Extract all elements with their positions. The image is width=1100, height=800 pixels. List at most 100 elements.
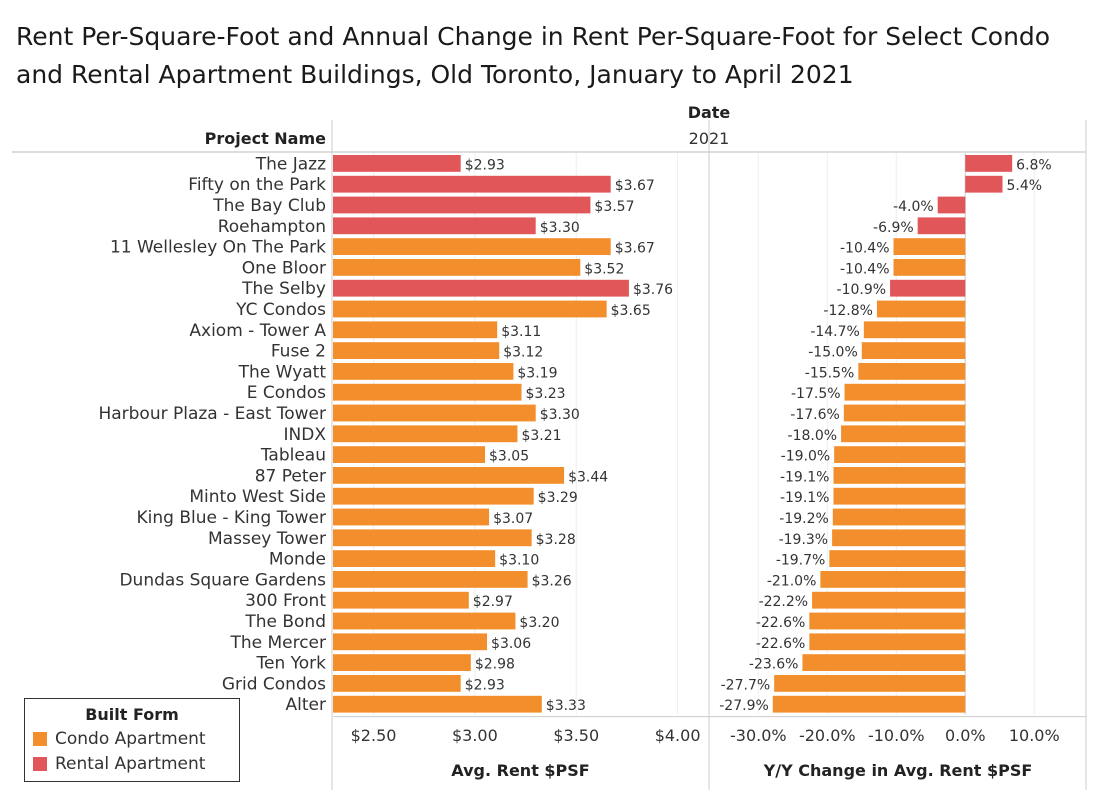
bar — [834, 446, 966, 463]
bar — [833, 487, 966, 505]
row-label: King Blue - King Tower — [137, 508, 327, 528]
data-label: $3.65 — [611, 303, 651, 319]
data-label: $3.29 — [538, 490, 578, 506]
data-label: -19.7% — [776, 553, 826, 569]
data-label: $3.05 — [489, 449, 529, 465]
row-label: The Mercer — [229, 633, 326, 653]
bar — [809, 633, 966, 651]
data-label: -15.0% — [808, 345, 858, 361]
bar — [844, 383, 966, 401]
data-label: -14.7% — [810, 324, 860, 340]
row-label: 300 Front — [245, 591, 326, 611]
row-label: Massey Tower — [208, 529, 326, 549]
bar — [333, 508, 490, 526]
bar — [832, 529, 966, 547]
row-label: The Jazz — [255, 154, 326, 174]
bar — [333, 446, 486, 463]
bar — [965, 175, 1003, 193]
bar — [333, 675, 461, 692]
bar — [802, 654, 966, 671]
bar — [812, 591, 966, 609]
data-label: $3.10 — [499, 553, 539, 569]
bar — [893, 259, 966, 276]
data-label: -19.1% — [780, 490, 830, 506]
bar — [841, 425, 966, 443]
axis-title: Avg. Rent $PSF — [451, 761, 589, 780]
data-label: -4.0% — [893, 199, 934, 215]
data-label: $3.52 — [584, 261, 624, 277]
row-label: Roehampton — [218, 217, 326, 237]
legend-item-condo: Condo Apartment — [33, 729, 239, 749]
data-label: $2.93 — [465, 677, 505, 693]
bar — [333, 175, 611, 193]
data-label: $3.30 — [540, 220, 580, 236]
tick-label: $3.50 — [553, 726, 599, 745]
row-label: INDX — [284, 425, 327, 445]
legend-swatch-condo — [33, 732, 47, 746]
data-label: -19.3% — [779, 532, 829, 548]
bar — [333, 300, 607, 318]
tick-label: $2.50 — [351, 726, 397, 745]
data-label: $3.28 — [536, 532, 576, 548]
bar — [333, 654, 471, 671]
data-label: -21.0% — [767, 573, 817, 589]
bar — [774, 675, 966, 692]
data-label: -27.7% — [721, 677, 771, 693]
row-label: YC Condos — [235, 300, 326, 320]
bar — [861, 342, 966, 359]
data-label: -17.6% — [790, 407, 840, 423]
data-label: $2.93 — [465, 157, 505, 173]
row-label: Tableau — [260, 446, 326, 466]
legend-label-condo: Condo Apartment — [55, 729, 206, 749]
row-label: Grid Condos — [222, 674, 326, 694]
bar — [333, 404, 536, 422]
data-label: $2.98 — [475, 657, 515, 673]
tick-label: $3.00 — [452, 726, 498, 745]
bar — [333, 155, 461, 172]
data-label: -18.0% — [788, 428, 838, 444]
row-label: 87 Peter — [255, 466, 326, 486]
bar — [832, 508, 966, 526]
bar — [333, 591, 469, 609]
row-label: The Wyatt — [238, 362, 327, 382]
tick-label: -20.0% — [799, 726, 856, 745]
legend-title: Built Form — [85, 705, 179, 724]
data-label: $3.11 — [501, 324, 541, 340]
row-label: Fuse 2 — [271, 342, 326, 362]
row-label: Dundas Square Gardens — [119, 570, 326, 590]
data-label: $3.21 — [521, 428, 561, 444]
data-label: $3.26 — [532, 573, 572, 589]
bar — [890, 279, 966, 297]
data-label: $3.76 — [633, 282, 673, 298]
data-label: $3.07 — [493, 511, 533, 527]
chart-title: Rent Per-Square-Foot and Annual Change i… — [16, 22, 1051, 89]
data-label: $3.33 — [546, 698, 586, 714]
bar — [333, 612, 516, 630]
bar — [333, 383, 522, 401]
bar — [333, 279, 629, 297]
tick-label: 10.0% — [1009, 726, 1060, 745]
bar — [333, 425, 518, 443]
row-label: E Condos — [247, 383, 326, 403]
data-label: $3.30 — [540, 407, 580, 423]
data-label: -6.9% — [873, 220, 914, 236]
bar — [843, 404, 966, 422]
row-label: Fifty on the Park — [188, 175, 326, 195]
tick-label: -10.0% — [868, 726, 925, 745]
data-label: -19.0% — [781, 449, 831, 465]
legend-label-rental: Rental Apartment — [55, 754, 206, 774]
column-header: Date — [688, 103, 731, 122]
data-label: $3.44 — [568, 469, 608, 485]
row-label: Alter — [286, 695, 326, 715]
bar — [333, 571, 528, 588]
row-label: Ten York — [256, 654, 327, 674]
data-label: -17.5% — [791, 386, 841, 402]
data-label: $3.67 — [615, 178, 655, 194]
row-label: One Bloor — [242, 258, 326, 278]
bar — [333, 363, 514, 380]
tick-label: -30.0% — [730, 726, 787, 745]
data-label: -22.6% — [756, 636, 806, 652]
bar — [333, 633, 488, 651]
bar — [772, 695, 966, 713]
